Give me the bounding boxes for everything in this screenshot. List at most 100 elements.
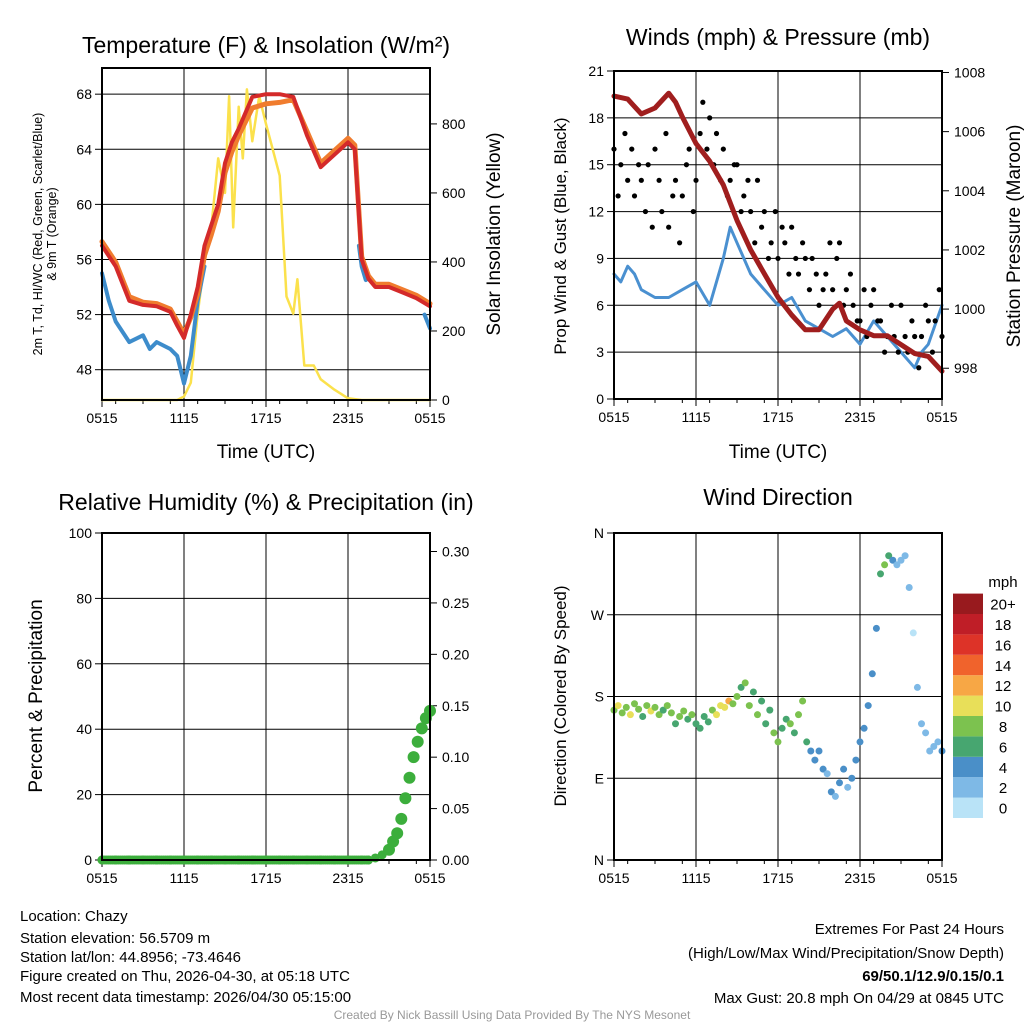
- gust-point: [659, 208, 665, 215]
- colorbar-swatch: [953, 756, 983, 778]
- colorbar-label: 4: [999, 760, 1007, 777]
- y-right-tick-label: 0.20: [442, 646, 469, 662]
- gust-point: [754, 177, 761, 183]
- plot-frame: [101, 67, 431, 401]
- gust-point: [802, 255, 808, 262]
- wind-direction-point: [840, 765, 848, 773]
- chart-marks: 0515 1115 1715 2315 0515 0515 1115 1715 2315 0515…: [69, 63, 1016, 886]
- y-right-tick-label: 800: [442, 116, 466, 132]
- gust-point: [929, 349, 936, 355]
- gust-point: [836, 240, 843, 246]
- y-tick-label: 3: [596, 344, 604, 360]
- precipitation-point: [407, 751, 420, 764]
- wind-direction-point: [639, 712, 647, 720]
- gust-point: [847, 271, 854, 277]
- y-right-tick-label: 0.30: [442, 544, 469, 560]
- pressure-y-label: Station Pressure (Maroon): [1004, 125, 1024, 348]
- colorbar-swatch: [953, 797, 983, 818]
- wind-direction-point: [635, 705, 643, 713]
- y-tick-label: 9: [596, 250, 604, 266]
- y-tick-label: 64: [76, 141, 92, 157]
- temperature-y-label-line2: & 9m T (Orange): [45, 187, 59, 280]
- gust-point: [916, 365, 922, 371]
- x-tick-label: 1715: [762, 409, 793, 425]
- x-tick-label: 2315: [844, 409, 875, 425]
- x-tick-label: 2315: [332, 870, 363, 886]
- y-tick-label: 56: [76, 251, 92, 267]
- wind-direction-point: [864, 702, 872, 710]
- x-tick-label: 0515: [86, 410, 117, 426]
- location-text: Location: Chazy: [20, 908, 128, 925]
- gust-point: [707, 115, 713, 121]
- y-tick-label: S: [595, 689, 604, 705]
- wind-direction-point: [897, 556, 905, 564]
- wind-direction-point: [758, 697, 766, 705]
- gust-point: [752, 240, 758, 246]
- y-right-tick-label: 1002: [954, 242, 985, 258]
- y-right-tick-label: 998: [954, 360, 978, 376]
- wind-direction-point: [823, 770, 831, 778]
- gust-point: [638, 177, 644, 183]
- temperature-x-label: Time (UTC): [217, 442, 316, 463]
- gust-point: [820, 287, 826, 293]
- gust-point: [622, 130, 628, 137]
- wind-direction-point: [782, 715, 790, 723]
- wind-direction-point: [934, 738, 942, 746]
- latlon-text: Station lat/lon: 44.8956; -73.4646: [20, 949, 241, 966]
- wind-direction-point: [774, 738, 782, 746]
- wind-direction-point: [651, 703, 659, 711]
- wind-direction-point: [692, 720, 700, 728]
- extremes-title: Extremes For Past 24 Hours: [815, 921, 1004, 938]
- colorbar-swatch: [953, 777, 983, 798]
- gust-point: [670, 193, 676, 199]
- y-right-tick-label: 0.05: [442, 801, 469, 817]
- wind-direction-point: [815, 747, 823, 755]
- wind-direction-point: [614, 702, 622, 710]
- y-tick-label: 80: [76, 590, 92, 606]
- colorbar-label: 0: [999, 801, 1007, 818]
- wind-direction-point: [848, 774, 856, 782]
- gust-point: [625, 177, 631, 183]
- x-tick-label: 2315: [332, 410, 363, 426]
- colorbar-title: mph: [988, 574, 1017, 591]
- gust-point: [652, 146, 658, 152]
- y-tick-label: 15: [588, 157, 604, 173]
- gust-point: [636, 162, 642, 168]
- wind-direction-point: [762, 720, 770, 728]
- wind-direction-point: [766, 706, 774, 714]
- wind-direction-point: [631, 700, 638, 708]
- y-right-tick-label: 1004: [954, 183, 985, 199]
- colorbar-swatch: [953, 654, 983, 676]
- colorbar-swatch: [953, 736, 983, 757]
- x-tick-label: 0515: [86, 870, 117, 886]
- wind-direction-point: [860, 724, 868, 732]
- wind-direction-point: [836, 779, 843, 787]
- gust-point: [882, 349, 888, 355]
- gust-point: [902, 333, 908, 340]
- gust-point: [918, 333, 925, 340]
- gust-point: [834, 255, 840, 262]
- gust-point: [932, 318, 938, 324]
- wind-direction-point: [659, 706, 667, 714]
- y-right-tick-label: 1008: [954, 64, 985, 80]
- max-gust-text: Max Gust: 20.8 mph On 04/29 at 0845 UTC: [714, 990, 1004, 1007]
- wind-direction-point: [708, 706, 716, 714]
- wind-direction-point: [737, 683, 745, 691]
- y-tick-label: N: [594, 525, 604, 541]
- y-tick-label: 60: [76, 656, 92, 672]
- temperature-y-label: 2m T, Td, HI/WC (Red, Green, Scarlet/Blu…: [31, 113, 45, 356]
- wind-direction-point: [618, 709, 626, 717]
- wind-direction-point: [790, 729, 798, 737]
- plot-frame: [613, 532, 943, 861]
- gust-point: [748, 208, 754, 215]
- wind-direction-point: [795, 711, 802, 719]
- gust-point: [861, 287, 867, 293]
- wind-direction-point: [922, 729, 930, 737]
- wind-direction-point: [684, 715, 692, 723]
- y-right-tick-label: 0.25: [442, 595, 469, 611]
- gust-point: [809, 255, 815, 262]
- gust-point: [713, 130, 720, 137]
- colorbar-label: 6: [999, 739, 1007, 756]
- wind-direction-point: [844, 783, 852, 791]
